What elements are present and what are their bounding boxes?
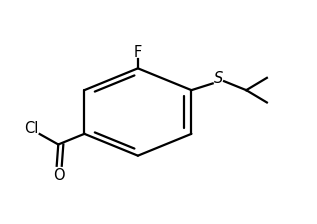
Text: Cl: Cl — [24, 121, 38, 136]
Text: S: S — [214, 71, 223, 86]
Text: F: F — [134, 45, 142, 60]
Text: O: O — [54, 168, 65, 183]
